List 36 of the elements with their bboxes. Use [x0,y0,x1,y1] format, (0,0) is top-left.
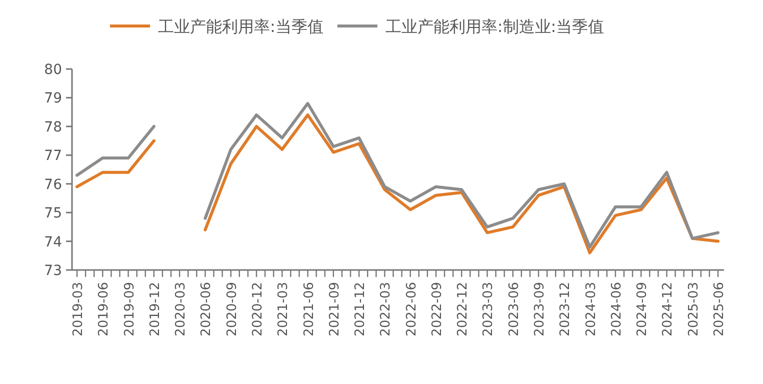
y-tick-label: 78 [44,119,62,136]
x-tick-label: 2020-03 [174,282,189,336]
y-tick-label: 74 [44,234,62,250]
x-tick-label: 2022-03 [378,282,394,336]
x-tick-label: 2021-06 [302,282,317,336]
x-tick-label: 2019-09 [122,282,138,336]
x-tick-label: 2022-06 [404,282,420,336]
x-tick-label: 2022-09 [430,282,445,336]
legend-label: 工业产能利用率:当季值 [158,17,324,36]
y-tick-label: 73 [44,263,62,279]
x-tick-label: 2023-03 [481,282,496,336]
x-tick-label: 2021-09 [327,282,342,336]
x-tick-label: 2024-03 [584,282,599,336]
x-tick-label: 2021-03 [276,282,292,336]
x-tick-label: 2019-03 [71,282,86,336]
x-tick-label: 2024-09 [635,282,650,336]
x-tick-label: 2023-09 [532,282,548,336]
x-tick-label: 2020-12 [250,282,266,336]
x-tick-label: 2024-06 [609,282,624,336]
y-tick-label: 77 [44,148,62,164]
x-tick-label: 2019-06 [96,282,112,336]
x-tick-label: 2025-03 [686,282,702,336]
x-tick-label: 2021-12 [353,282,368,336]
y-tick-label: 76 [44,176,62,193]
x-tick-label: 2020-09 [224,282,240,336]
x-tick-label: 2023-12 [558,282,574,336]
x-tick-label: 2024-12 [660,282,676,336]
y-tick-label: 79 [44,90,62,107]
legend-label: 工业产能利用率:制造业:当季值 [385,17,604,36]
x-tick-label: 2025-06 [712,282,727,336]
y-tick-label: 80 [44,62,62,78]
x-tick-label: 2022-12 [456,282,471,336]
x-tick-label: 2019-12 [148,282,163,336]
x-tick-label: 2020-06 [199,282,214,336]
x-tick-label: 2023-06 [506,282,522,336]
y-tick-label: 75 [44,206,62,222]
